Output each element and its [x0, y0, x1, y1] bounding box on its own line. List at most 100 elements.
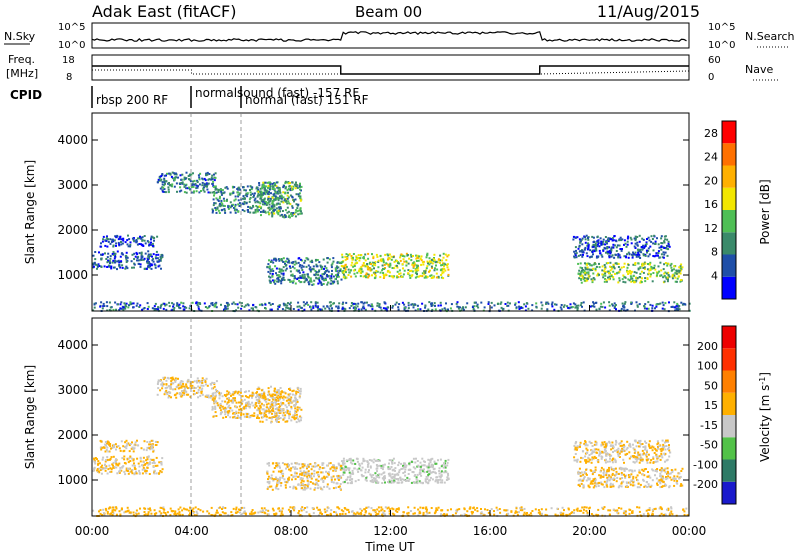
scatter-cell	[339, 483, 342, 485]
scatter-cell	[427, 469, 430, 472]
scatter-cell	[105, 239, 108, 242]
scatter-cell	[602, 472, 605, 474]
scatter-cell	[655, 477, 658, 480]
scatter-cell	[320, 487, 323, 490]
scatter-cell	[406, 479, 409, 482]
scatter-cell	[210, 176, 213, 179]
scatter-cell	[314, 487, 317, 489]
scatter-cell	[361, 475, 364, 478]
scatter-cell	[272, 401, 275, 404]
scatter-cell	[678, 308, 681, 311]
scatter-cell	[163, 188, 166, 191]
scatter-cell	[614, 473, 617, 476]
scatter-cell	[124, 304, 127, 306]
scatter-cell	[165, 180, 168, 183]
scatter-cell	[244, 407, 247, 410]
scatter-cell	[426, 265, 429, 268]
scatter-cell	[602, 249, 605, 252]
scatter-cell	[593, 262, 596, 265]
scatter-cell	[139, 263, 142, 266]
scatter-cell	[168, 301, 171, 304]
scatter-cell	[415, 260, 418, 262]
scatter-cell	[392, 457, 395, 460]
scatter-cell	[638, 471, 641, 474]
scatter-cell	[267, 402, 270, 405]
scatter-cell	[646, 475, 649, 478]
scatter-cell	[149, 440, 151, 443]
scatter-cell	[312, 265, 315, 268]
scatter-cell	[257, 190, 260, 193]
scatter-cell	[431, 457, 434, 460]
scatter-cell	[289, 194, 292, 197]
scatter-cell	[234, 195, 237, 198]
scatter-cell	[264, 307, 266, 309]
scatter-cell	[423, 471, 426, 474]
scatter-cell	[296, 400, 299, 403]
scatter-cell	[134, 441, 137, 444]
scatter-cell	[235, 401, 238, 404]
scatter-cell	[121, 252, 123, 255]
scatter-cell	[574, 236, 577, 239]
scatter-cell	[211, 211, 214, 214]
scatter-cell	[329, 467, 332, 470]
scatter-cell	[601, 265, 604, 268]
scatter-cell	[226, 393, 229, 396]
scatter-cell	[680, 263, 683, 266]
scatter-cell	[146, 446, 149, 449]
scatter-cell	[303, 474, 306, 477]
scatter-cell	[106, 458, 109, 461]
scatter-cell	[388, 253, 391, 256]
scatter-cell	[429, 269, 431, 272]
scatter-cell	[626, 485, 629, 488]
scatter-cell	[152, 257, 155, 260]
scatter-cell	[237, 210, 240, 213]
scatter-cell	[399, 477, 402, 479]
scatter-cell	[160, 471, 163, 474]
scatter-cell	[100, 265, 103, 268]
scatter-cell	[151, 307, 154, 310]
scatter-cell	[391, 267, 394, 269]
scatter-cell	[457, 307, 460, 310]
scatter-cell	[294, 396, 297, 399]
scatter-cell	[286, 420, 289, 423]
scatter-cell	[427, 481, 430, 484]
scatter-cell	[279, 195, 282, 198]
scatter-cell	[575, 252, 578, 255]
scatter-cell	[661, 480, 664, 483]
scatter-cell	[114, 459, 117, 462]
scatter-cell	[220, 392, 223, 395]
scatter-cell	[591, 482, 594, 485]
scatter-cell	[295, 487, 298, 490]
scatter-cell	[404, 307, 407, 310]
scatter-cell	[189, 380, 192, 383]
scatter-cell	[306, 301, 308, 304]
scatter-cell	[327, 274, 330, 277]
scatter-cell	[644, 253, 647, 256]
scatter-cell	[388, 257, 391, 260]
scatter-cell	[279, 210, 281, 213]
scatter-cell	[363, 264, 366, 267]
scatter-cell	[229, 416, 232, 419]
scatter-cell	[634, 253, 637, 256]
scatter-cell	[244, 197, 246, 200]
scatter-cell	[163, 191, 166, 193]
scatter-cell	[140, 447, 143, 450]
scatter-cell	[291, 195, 294, 198]
scatter-cell	[290, 407, 293, 410]
scatter-cell	[665, 476, 667, 478]
scatter-cell	[601, 269, 604, 272]
scatter-cell	[619, 256, 622, 259]
scatter-cell	[418, 480, 421, 483]
scatter-cell	[318, 280, 321, 283]
scatter-cell	[211, 398, 214, 401]
scatter-cell	[247, 402, 250, 405]
scatter-cell	[644, 254, 647, 257]
scatter-cell	[172, 388, 174, 391]
scatter-cell	[279, 410, 282, 413]
scatter-cell	[414, 276, 417, 279]
scatter-cell	[277, 278, 280, 281]
scatter-cell	[594, 244, 597, 247]
scatter-cell	[625, 474, 628, 477]
scatter-cell	[359, 464, 362, 467]
scatter-cell	[172, 308, 175, 311]
